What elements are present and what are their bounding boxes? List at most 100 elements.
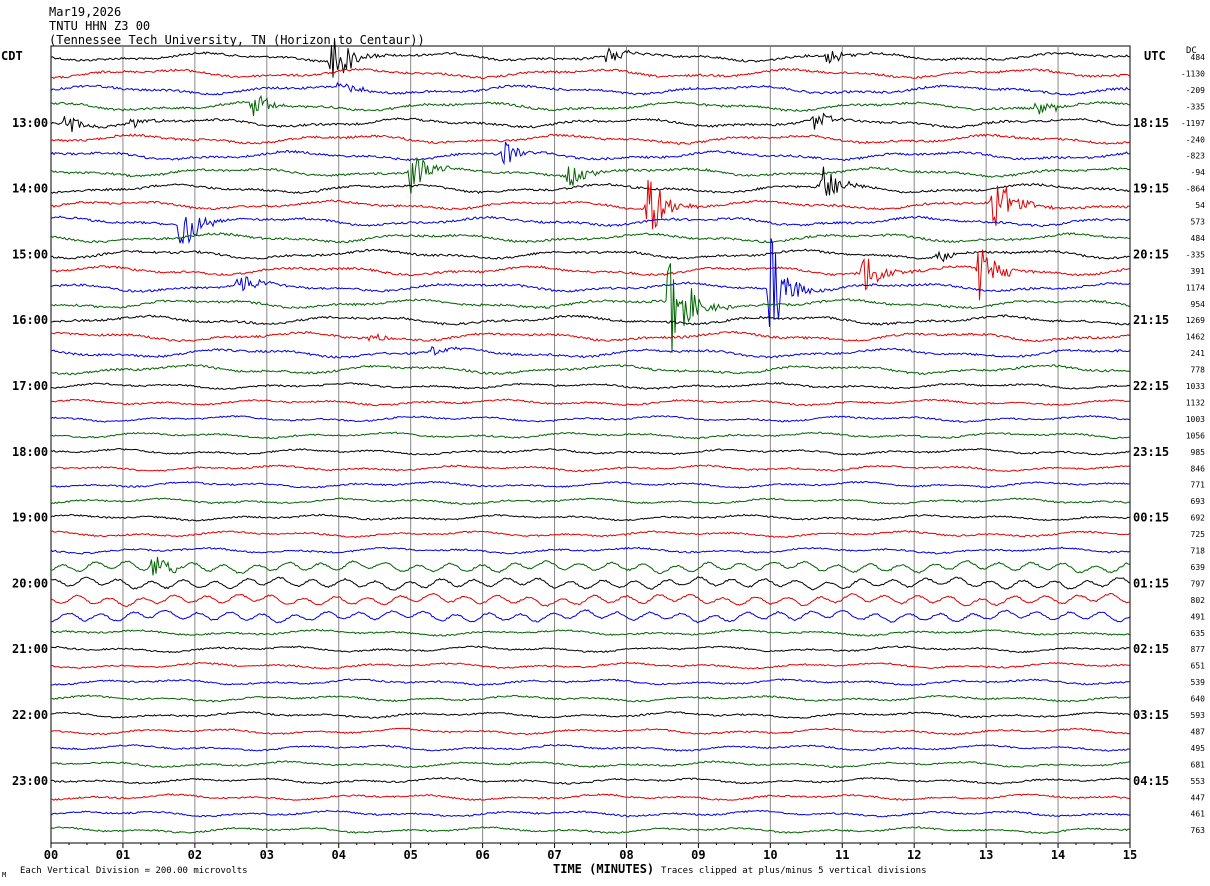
dc-offset-value: 797	[1191, 579, 1206, 588]
trace-line	[50, 645, 1130, 654]
left-time-label: 18:00	[12, 445, 48, 459]
trace-line	[50, 179, 1130, 230]
trace-line	[50, 661, 1130, 670]
trace-line	[50, 480, 1130, 489]
dc-offset-value: 487	[1191, 727, 1206, 736]
dc-offset-value: 491	[1191, 612, 1206, 621]
dc-offset-value: 639	[1191, 563, 1206, 572]
dc-offset-value: -1130	[1181, 69, 1205, 78]
dc-offset-value: 1003	[1186, 415, 1205, 424]
dc-offset-value: 635	[1191, 629, 1206, 638]
dc-offset-value: 1462	[1186, 333, 1205, 342]
trace-line	[50, 330, 1130, 343]
dc-offset-value: 593	[1191, 711, 1206, 720]
trace-line	[50, 38, 1130, 78]
trace-line	[50, 513, 1130, 522]
dc-offset-value: 461	[1191, 810, 1206, 819]
right-time-label: 04:15	[1133, 774, 1169, 788]
trace-line	[50, 314, 1130, 326]
x-tick-label: 12	[907, 848, 921, 862]
trace-line	[50, 447, 1130, 456]
x-tick-label: 04	[332, 848, 346, 862]
dc-offset-value: 681	[1191, 760, 1206, 769]
x-tick-label: 14	[1051, 848, 1065, 862]
trace-line	[50, 166, 1130, 196]
dc-offset-value: 54	[1195, 201, 1205, 210]
trace-line	[50, 156, 1130, 194]
dc-label: DC	[1186, 46, 1197, 56]
x-tick-label: 13	[979, 848, 993, 862]
dc-offset-value: 877	[1191, 645, 1206, 654]
x-tick-label: 15	[1123, 848, 1137, 862]
dc-offset-value: 640	[1191, 695, 1206, 704]
x-tick-label: 05	[403, 848, 417, 862]
dc-offset-value: 725	[1191, 530, 1206, 539]
dc-offset-value: 539	[1191, 678, 1206, 687]
right-time-label: 19:15	[1133, 182, 1169, 196]
left-time-label: 22:00	[12, 708, 48, 722]
trace-line	[50, 628, 1130, 637]
dc-offset-value: -335	[1186, 250, 1205, 259]
trace-line	[50, 112, 1130, 133]
dc-offset-value: 802	[1191, 596, 1206, 605]
right-time-label: 20:15	[1133, 247, 1169, 261]
trace-line	[50, 133, 1130, 145]
dc-offset-value: 718	[1191, 547, 1206, 556]
trace-line	[51, 760, 1130, 769]
trace-line	[50, 727, 1130, 736]
left-time-label: 17:00	[12, 379, 48, 393]
trace-line	[50, 232, 1130, 244]
trace-line	[50, 215, 1130, 245]
dc-offset-value: 553	[1191, 777, 1206, 786]
x-axis-title: TIME (MINUTES)	[553, 862, 655, 876]
dc-offset-value: 692	[1191, 514, 1206, 523]
x-tick-label: 01	[116, 848, 130, 862]
x-tick-label: 02	[188, 848, 202, 862]
dc-offset-value: 985	[1191, 448, 1206, 457]
trace-line	[50, 238, 1130, 327]
dc-offset-value: 1033	[1186, 382, 1205, 391]
dc-offset-value: 1269	[1186, 316, 1205, 325]
left-axis-label: CDT	[1, 49, 23, 63]
left-time-label: 13:00	[12, 116, 48, 130]
trace-line	[50, 678, 1130, 686]
dc-offset-value: -240	[1186, 135, 1205, 144]
trace-line	[50, 497, 1130, 506]
trace-line	[50, 711, 1130, 719]
right-axis-label: UTC	[1144, 49, 1166, 63]
dc-offset-value: 241	[1191, 349, 1206, 358]
trace-line	[50, 263, 1130, 353]
trace-line	[50, 363, 1130, 376]
x-tick-label: 08	[619, 848, 633, 862]
trace-line	[50, 431, 1130, 440]
corner-mark: M	[2, 871, 7, 879]
trace-line	[50, 398, 1130, 407]
x-tick-label: 09	[691, 848, 705, 862]
right-time-label: 22:15	[1133, 379, 1169, 393]
dc-offset-value: 954	[1191, 300, 1206, 309]
right-time-label: 18:15	[1133, 116, 1169, 130]
dc-offset-value: 763	[1191, 826, 1206, 835]
chart-station: TNTU HHN Z3 00	[49, 19, 151, 33]
dc-offset-value: 778	[1191, 366, 1206, 375]
trace-line	[50, 546, 1130, 555]
dc-offset-value: 484	[1191, 234, 1206, 243]
trace-line	[50, 464, 1130, 473]
trace-line	[50, 141, 1130, 166]
dc-offset-value: 651	[1191, 662, 1206, 671]
dc-offset-value: 391	[1191, 267, 1206, 276]
right-time-label: 00:15	[1133, 511, 1169, 525]
trace-line	[51, 576, 1130, 591]
right-time-label: 02:15	[1133, 642, 1169, 656]
dc-offset-value: -1197	[1181, 119, 1205, 128]
right-time-label: 21:15	[1133, 313, 1169, 327]
dc-offset-value: 1056	[1186, 431, 1205, 440]
dc-offset-value: 693	[1191, 497, 1206, 506]
dc-offset-value: 484	[1191, 53, 1206, 62]
left-time-label: 23:00	[12, 774, 48, 788]
trace-line	[51, 793, 1130, 802]
trace-line	[50, 346, 1130, 359]
dc-offset-value: -94	[1191, 168, 1206, 177]
scale-note: Each Vertical Division = 200.00 microvol…	[20, 866, 248, 876]
